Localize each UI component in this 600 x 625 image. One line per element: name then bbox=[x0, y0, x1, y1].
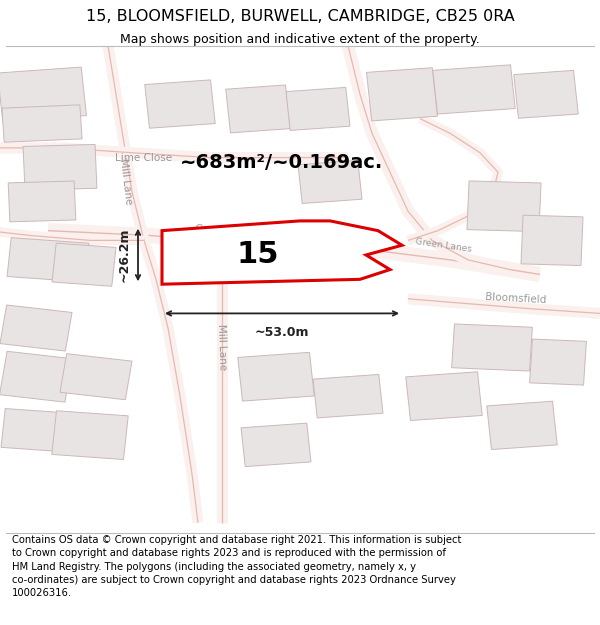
Polygon shape bbox=[1, 409, 71, 452]
Polygon shape bbox=[452, 324, 532, 371]
Polygon shape bbox=[52, 243, 116, 286]
Polygon shape bbox=[467, 181, 541, 232]
Polygon shape bbox=[286, 88, 350, 131]
Polygon shape bbox=[238, 352, 314, 401]
Polygon shape bbox=[487, 401, 557, 449]
Polygon shape bbox=[313, 374, 383, 418]
Text: 15: 15 bbox=[237, 241, 279, 269]
Text: Map shows position and indicative extent of the property.: Map shows position and indicative extent… bbox=[120, 33, 480, 46]
Polygon shape bbox=[23, 144, 97, 190]
Polygon shape bbox=[0, 305, 72, 351]
Text: ~683m²/~0.169ac.: ~683m²/~0.169ac. bbox=[181, 153, 383, 172]
Polygon shape bbox=[2, 105, 82, 142]
Text: Contains OS data © Crown copyright and database right 2021. This information is : Contains OS data © Crown copyright and d… bbox=[12, 535, 461, 598]
Polygon shape bbox=[530, 339, 586, 385]
Polygon shape bbox=[226, 85, 290, 133]
Text: ~53.0m: ~53.0m bbox=[255, 326, 309, 339]
Polygon shape bbox=[298, 161, 362, 204]
Polygon shape bbox=[162, 221, 402, 284]
Polygon shape bbox=[0, 67, 86, 121]
Text: Bloomsfield: Bloomsfield bbox=[485, 292, 547, 306]
Polygon shape bbox=[406, 372, 482, 421]
Polygon shape bbox=[60, 354, 132, 400]
Text: Lime Close: Lime Close bbox=[115, 152, 173, 162]
Text: Mill Lane: Mill Lane bbox=[118, 158, 134, 206]
Polygon shape bbox=[521, 215, 583, 266]
Text: Green Lanes: Green Lanes bbox=[195, 224, 261, 238]
Text: 15, BLOOMSFIELD, BURWELL, CAMBRIDGE, CB25 0RA: 15, BLOOMSFIELD, BURWELL, CAMBRIDGE, CB2… bbox=[86, 9, 514, 24]
Polygon shape bbox=[0, 351, 73, 402]
Polygon shape bbox=[367, 68, 437, 121]
Polygon shape bbox=[7, 238, 89, 282]
Polygon shape bbox=[514, 71, 578, 118]
Text: ~26.2m: ~26.2m bbox=[118, 228, 131, 282]
Polygon shape bbox=[52, 411, 128, 459]
Polygon shape bbox=[241, 423, 311, 467]
Polygon shape bbox=[8, 181, 76, 222]
Text: Mill Lane: Mill Lane bbox=[216, 324, 228, 371]
Polygon shape bbox=[433, 65, 515, 114]
Text: Green Lanes: Green Lanes bbox=[415, 237, 473, 254]
Polygon shape bbox=[145, 80, 215, 128]
